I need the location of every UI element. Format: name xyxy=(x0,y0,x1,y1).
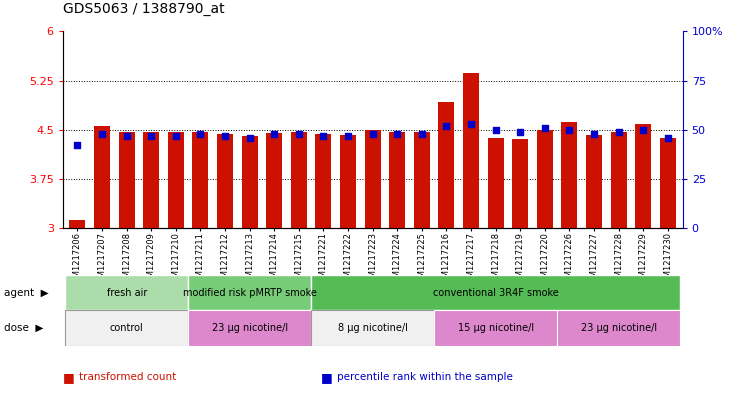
Bar xyxy=(119,132,134,228)
Bar xyxy=(557,310,680,346)
Bar xyxy=(143,132,159,228)
Bar xyxy=(316,134,331,228)
Bar xyxy=(188,310,311,346)
Bar xyxy=(193,132,209,228)
Text: 23 μg nicotine/l: 23 μg nicotine/l xyxy=(581,323,657,333)
Bar xyxy=(242,136,258,228)
Bar xyxy=(311,310,434,346)
Point xyxy=(219,132,231,139)
Bar xyxy=(610,132,627,228)
Point xyxy=(195,130,207,137)
Point xyxy=(613,129,624,135)
Bar xyxy=(69,220,86,228)
Point xyxy=(391,130,403,137)
Bar xyxy=(635,125,651,228)
Point xyxy=(72,142,83,149)
Bar xyxy=(562,122,577,228)
Text: dose  ▶: dose ▶ xyxy=(4,323,43,333)
Point xyxy=(465,121,477,127)
Point xyxy=(662,134,674,141)
Text: conventional 3R4F smoke: conventional 3R4F smoke xyxy=(432,288,559,298)
Bar xyxy=(434,310,557,346)
Bar xyxy=(390,132,405,228)
Point xyxy=(416,130,428,137)
Point xyxy=(145,132,157,139)
Bar xyxy=(488,138,503,228)
Point xyxy=(317,132,329,139)
Text: modified risk pMRTP smoke: modified risk pMRTP smoke xyxy=(183,288,317,298)
Bar xyxy=(365,130,381,228)
Bar xyxy=(168,132,184,228)
Point xyxy=(638,127,649,133)
Point xyxy=(490,127,502,133)
Bar xyxy=(463,73,479,228)
Bar xyxy=(438,102,455,228)
Bar xyxy=(660,138,676,228)
Text: transformed count: transformed count xyxy=(79,372,176,382)
Point xyxy=(367,130,379,137)
Point xyxy=(244,134,255,141)
Point xyxy=(96,130,108,137)
Bar xyxy=(311,275,680,310)
Bar xyxy=(188,275,311,310)
Text: ■: ■ xyxy=(321,371,333,384)
Bar xyxy=(414,132,430,228)
Bar xyxy=(537,130,553,228)
Point xyxy=(342,132,354,139)
Point xyxy=(269,130,280,137)
Text: GDS5063 / 1388790_at: GDS5063 / 1388790_at xyxy=(63,2,224,16)
Text: agent  ▶: agent ▶ xyxy=(4,288,48,298)
Bar xyxy=(94,126,110,228)
Point xyxy=(564,127,576,133)
Point xyxy=(121,132,133,139)
Bar xyxy=(65,310,188,346)
Bar xyxy=(291,132,307,228)
Text: ■: ■ xyxy=(63,371,75,384)
Bar xyxy=(65,275,188,310)
Bar xyxy=(266,133,282,228)
Bar xyxy=(217,134,233,228)
Bar xyxy=(512,139,528,228)
Text: control: control xyxy=(110,323,144,333)
Text: 23 μg nicotine/l: 23 μg nicotine/l xyxy=(212,323,288,333)
Text: 8 μg nicotine/l: 8 μg nicotine/l xyxy=(338,323,407,333)
Point xyxy=(588,130,600,137)
Point xyxy=(293,130,305,137)
Point xyxy=(514,129,526,135)
Point xyxy=(441,123,452,129)
Point xyxy=(539,125,551,131)
Bar xyxy=(340,135,356,228)
Text: percentile rank within the sample: percentile rank within the sample xyxy=(337,372,513,382)
Text: 15 μg nicotine/l: 15 μg nicotine/l xyxy=(458,323,534,333)
Text: fresh air: fresh air xyxy=(106,288,147,298)
Point xyxy=(170,132,182,139)
Bar xyxy=(586,135,602,228)
